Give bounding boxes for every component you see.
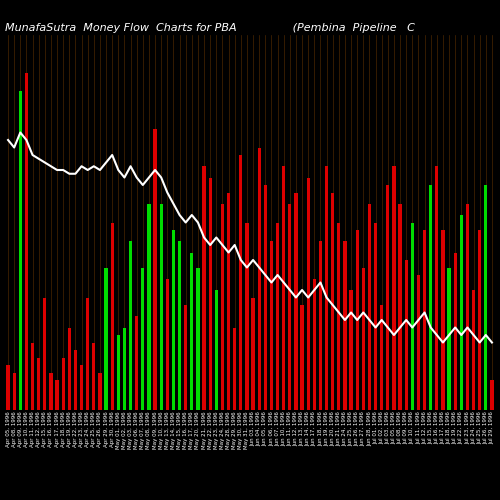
Bar <box>306 178 310 410</box>
Bar <box>184 305 188 410</box>
Bar <box>80 365 83 410</box>
Bar <box>18 91 22 410</box>
Bar <box>12 372 16 410</box>
Bar <box>484 185 488 410</box>
Bar <box>178 242 181 410</box>
Bar <box>86 298 90 410</box>
Bar <box>129 242 132 410</box>
Bar <box>196 268 200 410</box>
Bar <box>92 342 96 410</box>
Bar <box>294 192 298 410</box>
Bar <box>270 242 273 410</box>
Bar <box>362 268 365 410</box>
Bar <box>104 268 108 410</box>
Bar <box>56 380 58 410</box>
Bar <box>110 222 114 410</box>
Bar <box>374 222 377 410</box>
Bar <box>148 204 150 410</box>
Bar <box>160 204 163 410</box>
Bar <box>123 328 126 410</box>
Bar <box>276 222 279 410</box>
Bar <box>166 278 169 410</box>
Bar <box>423 230 426 410</box>
Bar <box>116 335 120 410</box>
Text: MunafaSutra  Money Flow  Charts for PBA                (Pembina  Pipeline   C: MunafaSutra Money Flow Charts for PBA (P… <box>5 23 415 33</box>
Bar <box>190 252 194 410</box>
Bar <box>221 204 224 410</box>
Bar <box>312 278 316 410</box>
Bar <box>202 166 205 410</box>
Bar <box>31 342 34 410</box>
Bar <box>478 230 482 410</box>
Bar <box>300 305 304 410</box>
Bar <box>258 148 261 410</box>
Bar <box>154 128 156 410</box>
Bar <box>98 372 102 410</box>
Bar <box>410 222 414 410</box>
Bar <box>460 215 463 410</box>
Bar <box>386 185 390 410</box>
Bar <box>74 350 77 410</box>
Bar <box>435 166 438 410</box>
Bar <box>172 230 175 410</box>
Bar <box>319 242 322 410</box>
Bar <box>368 204 371 410</box>
Bar <box>466 204 469 410</box>
Bar <box>227 192 230 410</box>
Bar <box>50 372 52 410</box>
Bar <box>43 298 46 410</box>
Bar <box>233 328 236 410</box>
Bar <box>6 365 10 410</box>
Bar <box>442 230 444 410</box>
Bar <box>398 204 402 410</box>
Bar <box>356 230 359 410</box>
Bar <box>208 178 212 410</box>
Bar <box>344 242 346 410</box>
Bar <box>454 252 457 410</box>
Bar <box>135 316 138 410</box>
Bar <box>337 222 340 410</box>
Bar <box>472 290 475 410</box>
Bar <box>62 358 65 410</box>
Bar <box>325 166 328 410</box>
Bar <box>239 155 242 410</box>
Bar <box>264 185 267 410</box>
Bar <box>246 222 248 410</box>
Bar <box>288 204 292 410</box>
Bar <box>404 260 408 410</box>
Bar <box>350 290 352 410</box>
Bar <box>380 305 384 410</box>
Bar <box>429 185 432 410</box>
Bar <box>392 166 396 410</box>
Bar <box>25 72 28 410</box>
Bar <box>141 268 144 410</box>
Bar <box>490 380 494 410</box>
Bar <box>68 328 71 410</box>
Bar <box>214 290 218 410</box>
Bar <box>252 298 254 410</box>
Bar <box>331 192 334 410</box>
Bar <box>448 268 450 410</box>
Bar <box>282 166 286 410</box>
Bar <box>417 275 420 410</box>
Bar <box>37 358 40 410</box>
